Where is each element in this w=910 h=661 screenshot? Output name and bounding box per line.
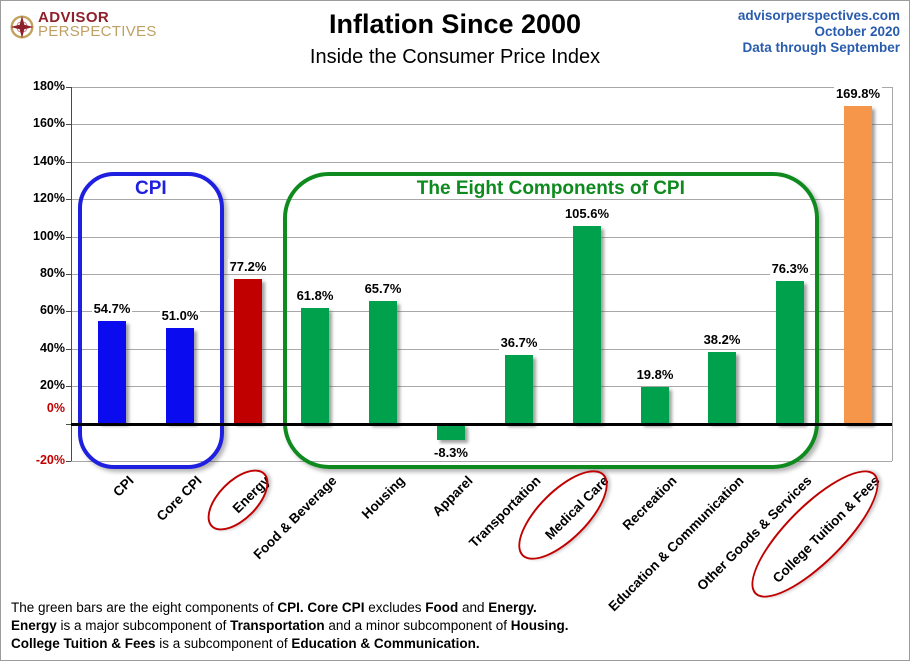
- bar-value-label: 36.7%: [483, 335, 555, 350]
- bar-core-cpi: [166, 328, 194, 423]
- brand-name-advisor: ADVISOR: [38, 9, 110, 26]
- footnote: The green bars are the eight components …: [11, 599, 569, 653]
- source-block: advisorperspectives.com October 2020 Dat…: [738, 8, 900, 56]
- y-axis-tick: [66, 349, 71, 350]
- y-axis-tick: [66, 162, 71, 163]
- gridline-100: [71, 237, 892, 238]
- brand-name-perspectives: PERSPECTIVES: [38, 23, 157, 40]
- source-date: October 2020: [814, 24, 900, 39]
- bar-other-goods-services: [776, 281, 804, 424]
- y-axis-label: 80%: [39, 266, 65, 280]
- bar-value-text: 77.2%: [227, 259, 269, 274]
- bar-transportation: [505, 355, 533, 424]
- source-data-note: Data through September: [742, 40, 900, 55]
- plot-right-border: [892, 87, 893, 461]
- y-axis-label: 100%: [33, 229, 65, 243]
- bar-value-label: 105.6%: [551, 206, 623, 221]
- y-axis-label: 160%: [33, 116, 65, 130]
- bar-food-beverage: [301, 308, 329, 424]
- components-group-box-label: The Eight Components of CPI: [416, 178, 685, 199]
- zero-axis-line: [71, 423, 892, 426]
- footnote-line: College Tuition & Fees is a subcomponent…: [11, 636, 480, 651]
- bar-medical-care: [573, 226, 601, 423]
- gridline-80: [71, 274, 892, 275]
- y-axis-tick: [66, 461, 71, 462]
- gridline-120: [71, 199, 892, 200]
- components-group-box: [282, 172, 820, 469]
- bar-college-tuition-fees: [844, 106, 872, 424]
- compass-icon: [10, 15, 34, 39]
- y-axis-tick: [66, 424, 71, 425]
- bar-value-label: 19.8%: [619, 367, 691, 382]
- bar-value-text: 61.8%: [294, 288, 336, 303]
- bar-value-text: 54.7%: [91, 301, 133, 316]
- gridline--20: [71, 461, 892, 462]
- gridline-20: [71, 386, 892, 387]
- y-axis-label: 60%: [39, 303, 65, 317]
- bar-value-label: 38.2%: [686, 332, 758, 347]
- bar-apparel: [437, 424, 465, 440]
- y-axis-tick: [66, 87, 71, 88]
- bar-education-communication: [708, 352, 736, 423]
- y-axis: [71, 87, 72, 461]
- bar-value-text: 36.7%: [498, 335, 540, 350]
- bar-value-text: 169.8%: [833, 86, 883, 101]
- source-website: advisorperspectives.com: [737, 8, 900, 23]
- y-axis-label: 20%: [39, 378, 65, 392]
- bar-value-text: 51.0%: [159, 308, 201, 323]
- footnote-line: The green bars are the eight components …: [11, 600, 537, 615]
- bar-value-label: 54.7%: [76, 301, 148, 316]
- gridline-140: [71, 162, 892, 163]
- y-axis-label: 120%: [33, 191, 65, 205]
- bar-value-label: 51.0%: [144, 308, 216, 323]
- gridline-180: [71, 87, 892, 88]
- bar-cpi: [98, 321, 126, 423]
- footnote-line: Energy is a major subcomponent of Transp…: [11, 618, 569, 633]
- y-axis-tick: [66, 124, 71, 125]
- bar-value-label: 77.2%: [212, 259, 284, 274]
- gridline-160: [71, 124, 892, 125]
- bar-value-text: -8.3%: [432, 445, 470, 460]
- bar-value-label: 61.8%: [279, 288, 351, 303]
- y-axis-label: 0%: [46, 401, 65, 415]
- bar-housing: [369, 301, 397, 424]
- y-axis-tick: [66, 386, 71, 387]
- brand-logo: ADVISOR PERSPECTIVES: [9, 9, 157, 40]
- y-axis-label: -20%: [35, 453, 65, 467]
- bar-value-label: 76.3%: [754, 261, 826, 276]
- cpi-group-box-label: CPI: [134, 178, 167, 199]
- bar-value-text: 65.7%: [362, 281, 404, 296]
- y-axis-tick: [66, 311, 71, 312]
- gridline-40: [71, 349, 892, 350]
- bar-value-label: 65.7%: [347, 281, 419, 296]
- bar-value-label: -8.3%: [415, 445, 487, 460]
- y-axis-label: 140%: [33, 154, 65, 168]
- y-axis-label: 40%: [39, 341, 65, 355]
- y-axis-label: 180%: [33, 79, 65, 93]
- bar-value-text: 76.3%: [769, 261, 811, 276]
- y-axis-tick: [66, 274, 71, 275]
- bar-energy: [234, 279, 262, 423]
- bar-recreation: [641, 387, 669, 424]
- bar-value-text: 19.8%: [634, 367, 676, 382]
- bar-value-label: 169.8%: [822, 86, 894, 101]
- y-axis-tick: [66, 237, 71, 238]
- y-axis-tick: [66, 199, 71, 200]
- bar-value-text: 105.6%: [562, 206, 612, 221]
- cpi-group-box: [78, 172, 224, 469]
- bar-value-text: 38.2%: [701, 332, 743, 347]
- gridline-60: [71, 311, 892, 312]
